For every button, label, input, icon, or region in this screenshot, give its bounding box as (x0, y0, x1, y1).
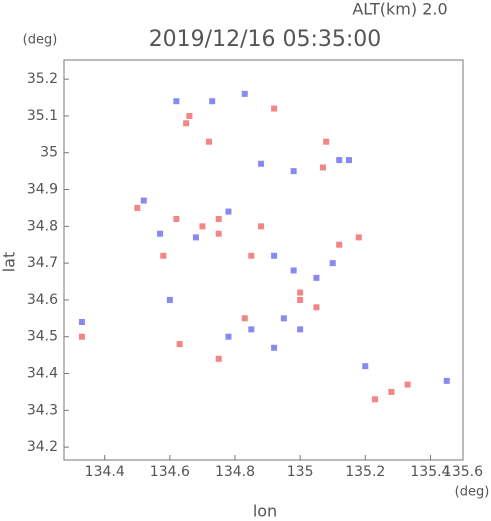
point (157, 230, 164, 237)
point (355, 234, 362, 241)
y-tick-label: 34.6 (27, 292, 58, 308)
point (215, 230, 222, 237)
point (297, 289, 304, 296)
plot-frame (63, 59, 464, 461)
point (78, 333, 85, 340)
x-tick-label: 135 (287, 464, 314, 480)
x-tick-label: 135.2 (345, 464, 385, 480)
point (225, 333, 232, 340)
point (166, 296, 173, 303)
point (199, 223, 206, 230)
point (160, 252, 167, 259)
x-tick-label: 134.8 (215, 464, 255, 480)
point (271, 252, 278, 259)
point (173, 98, 180, 105)
point (313, 274, 320, 281)
point (215, 355, 222, 362)
point (258, 160, 265, 167)
y-tick-label: 34.4 (27, 366, 58, 382)
x-axis-label: lon (253, 502, 277, 521)
point (372, 396, 379, 403)
y-tick-label: 35 (40, 145, 58, 161)
x-edge-label: 135.6 (443, 464, 483, 480)
point (290, 267, 297, 274)
point (241, 315, 248, 322)
point (336, 157, 343, 164)
point (183, 120, 190, 127)
y-tick-label: 35.2 (27, 71, 58, 87)
y-tick-label: 34.7 (27, 255, 58, 271)
point (225, 208, 232, 215)
point (192, 234, 199, 241)
y-axis-label: lat (0, 252, 19, 273)
x-tick-label: 134.4 (85, 464, 125, 480)
point (176, 341, 183, 348)
point (271, 105, 278, 112)
point (319, 164, 326, 171)
point (209, 98, 216, 105)
y-tick-label: 34.3 (27, 402, 58, 418)
point (290, 168, 297, 175)
point (215, 215, 222, 222)
point (173, 215, 180, 222)
point (248, 326, 255, 333)
point (297, 326, 304, 333)
y-tick-label: 34.9 (27, 182, 58, 198)
point (443, 377, 450, 384)
point (78, 319, 85, 326)
y-tick-label: 34.2 (27, 439, 58, 455)
point (388, 388, 395, 395)
subtitle: ALT(km) 2.0 (352, 0, 447, 19)
chart-title: 2019/12/16 05:35:00 (149, 27, 382, 52)
point (346, 157, 352, 164)
point (313, 304, 320, 311)
point (140, 197, 147, 204)
point (258, 223, 265, 230)
point (329, 260, 336, 267)
point (241, 90, 248, 97)
y-tick-label: 34.5 (27, 329, 58, 345)
y-unit: (deg) (23, 33, 58, 48)
x-unit: (deg) (455, 485, 490, 500)
point (271, 344, 278, 351)
point (323, 138, 330, 145)
point (134, 204, 141, 211)
point (336, 241, 343, 248)
point (205, 138, 212, 145)
point (362, 363, 369, 370)
x-tick-label: 134.6 (150, 464, 190, 480)
point (404, 381, 411, 388)
point (280, 315, 287, 322)
point (186, 112, 193, 119)
x-tick-label: 135.4 (410, 464, 450, 480)
point (248, 252, 255, 259)
y-tick-label: 35.1 (27, 108, 58, 124)
point (297, 296, 304, 303)
y-tick-label: 34.8 (27, 218, 58, 234)
